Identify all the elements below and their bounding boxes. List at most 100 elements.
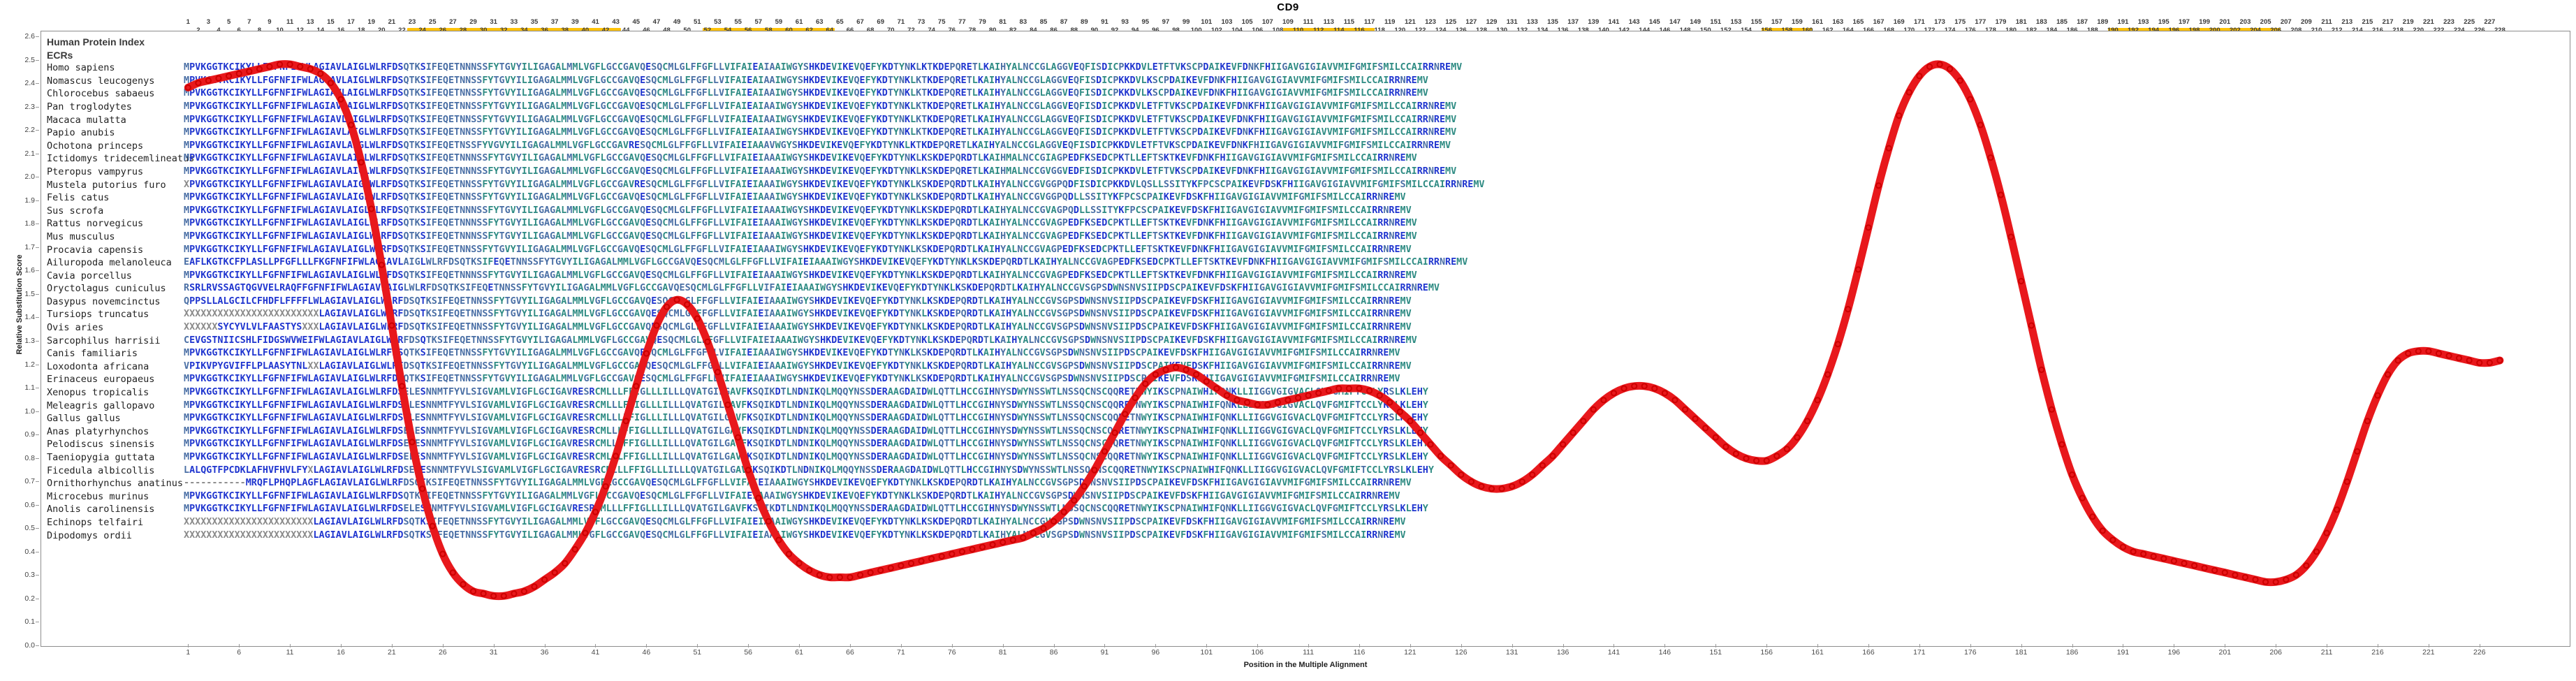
- ruler-position-137: 137: [1567, 18, 1579, 26]
- x-tick-label: 36: [540, 648, 549, 657]
- ruler-position-11: 11: [286, 18, 294, 26]
- ruler-position-67: 67: [856, 18, 864, 26]
- y-tick-mark: [36, 200, 39, 201]
- sequence-row: LALQGTFPCDKLAFHVFHVLFYXLAGIAVLAIGLWLRFDS…: [184, 464, 1434, 476]
- x-tick-mark: [1461, 644, 1462, 647]
- y-tick-label: 2.3: [24, 102, 35, 111]
- y-tick-label: 1.9: [24, 196, 35, 205]
- y-tick-label: 0.4: [24, 547, 35, 556]
- x-tick-mark: [1410, 644, 1411, 647]
- ruler-position-81: 81: [999, 18, 1007, 26]
- sequence-row: MPVKGGTKCIKYLLFGFNFIFWLAGIAVLAIGLWLRFDSQ…: [184, 166, 1457, 177]
- ruler-position-41: 41: [592, 18, 599, 26]
- sequence-row: MPVKGGTKCIKYLLFGFNFIFWLAGIAVLAIGLWLRFDSQ…: [184, 153, 1417, 164]
- x-tick-mark: [799, 644, 800, 647]
- x-tick-label: 141: [1607, 648, 1620, 657]
- sequence-row: MPVKGGTKCIKYLLFGFNFIFWLAGIAVLAIGLWLRFDSQ…: [184, 270, 1417, 281]
- ruler-position-91: 91: [1101, 18, 1108, 26]
- ruler-position-47: 47: [652, 18, 661, 26]
- species-label: Cavia porcellus: [47, 270, 132, 281]
- x-tick-mark: [748, 644, 749, 647]
- ruler-position-199: 199: [2199, 18, 2211, 26]
- ruler-position-31: 31: [490, 18, 497, 26]
- ruler-position-57: 57: [754, 18, 763, 26]
- species-label: Tursiops truncatus: [47, 309, 149, 321]
- sequence-row: MPVKGGTKCIKYLLFGFNFIFWLAGIAVLAIGLWLRFDSQ…: [184, 101, 1457, 112]
- x-tick-label: 161: [1811, 648, 1824, 657]
- x-tick-label: 106: [1251, 648, 1264, 657]
- ruler-position-123: 123: [1425, 18, 1436, 26]
- x-tick-mark: [1053, 644, 1055, 647]
- ruler-position-147: 147: [1669, 18, 1681, 26]
- x-tick-mark: [1766, 644, 1768, 647]
- species-label: Ailuropoda melanoleuca: [47, 257, 172, 269]
- ruler-position-191: 191: [2117, 18, 2129, 26]
- x-axis: Position in the Multiple Alignment 1 6 11 1…: [41, 644, 2570, 676]
- x-tick-label: 46: [642, 648, 651, 657]
- ruler-position-119: 119: [1384, 18, 1396, 26]
- ruler-position-75: 75: [937, 18, 946, 26]
- x-tick-label: 16: [337, 648, 345, 657]
- x-tick-label: 126: [1455, 648, 1468, 657]
- species-label: Nomascus leucogenys: [47, 75, 155, 87]
- x-tick-mark: [1817, 644, 1819, 647]
- sequence-row: MPVKGGTKCIKYLLFGFNFIFWLAGIAVLAIGLWLRFDSQ…: [184, 192, 1406, 203]
- ruler-position-69: 69: [877, 18, 885, 26]
- ruler-position-37: 37: [550, 18, 559, 26]
- ruler-position-157: 157: [1771, 18, 1783, 26]
- x-tick-mark: [1257, 644, 1259, 647]
- sequence-row: XXXXXXXXXXXXXXXXXXXXXXXLAGIAVLAIGLWLRFDS…: [184, 529, 1406, 541]
- y-tick-mark: [36, 457, 39, 459]
- sequence-row: MPVKGGTKCIKYLLFGFNFIFWLAGIAVLAIGLWLRFDSE…: [184, 439, 1428, 450]
- y-tick-label: 0.6: [24, 500, 35, 509]
- sequence-row: MPVKGGTKCIKYLLFGFNFIFWLAGIAVLAIGLWLRFDSE…: [184, 504, 1428, 515]
- y-tick-mark: [36, 434, 39, 436]
- sequence-row: MPVKGGTKCIKYLLFGFNFIFWLAGIAVLAIGLWLRFDSQ…: [184, 230, 1417, 242]
- ruler-position-79: 79: [979, 18, 986, 26]
- x-tick-label: 151: [1709, 648, 1722, 657]
- species-label: Pteropus vampyrus: [47, 166, 144, 177]
- ruler-position-99: 99: [1182, 18, 1190, 26]
- sequence-row: MPVKGGTKCIKYLLFGFNFIFWLAGIAVLAIGLWLRFDSQ…: [184, 75, 1428, 86]
- x-tick-label: 166: [1862, 648, 1875, 657]
- x-tick-mark: [595, 644, 597, 647]
- species-label: Anolis carolinensis: [47, 504, 155, 515]
- x-tick-label: 11: [286, 648, 294, 657]
- x-tick-label: 216: [2371, 648, 2384, 657]
- x-tick-mark: [1919, 644, 1920, 647]
- x-tick-mark: [1868, 644, 1869, 647]
- y-tick-mark: [36, 645, 39, 646]
- species-label: Pelodiscus sinensis: [47, 439, 155, 451]
- x-tick-mark: [2021, 644, 2022, 647]
- y-tick-label: 1.2: [24, 360, 35, 369]
- y-tick-mark: [36, 36, 39, 37]
- y-tick-mark: [36, 481, 39, 483]
- sequence-row: MPVKGGTKCIKYLLFGFNFIFWLAGIAVLAIGLWLRFDSQ…: [184, 205, 1412, 216]
- x-tick-label: 26: [438, 648, 447, 657]
- species-label: Canis familiaris: [47, 348, 138, 360]
- ruler-position-53: 53: [714, 18, 722, 26]
- x-tick-mark: [493, 644, 495, 647]
- y-tick-label: 1.1: [24, 383, 35, 393]
- page-title: CD9: [1277, 1, 1299, 13]
- x-tick-label: 1: [186, 648, 191, 657]
- ruler-position-125: 125: [1445, 18, 1457, 26]
- species-label: Xenopus tropicalis: [47, 387, 149, 399]
- species-label: Rattus norvegicus: [47, 218, 144, 230]
- species-label: Homo sapiens: [47, 62, 115, 74]
- x-tick-label: 206: [2269, 648, 2282, 657]
- ruler-position-131: 131: [1506, 18, 1518, 26]
- ruler-position-213: 213: [2341, 18, 2353, 26]
- x-tick-label: 211: [2320, 648, 2333, 657]
- ruler-position-135: 135: [1547, 18, 1558, 26]
- ruler-position-203: 203: [2239, 18, 2251, 26]
- ruler-position-155: 155: [1750, 18, 1762, 26]
- y-tick-mark: [36, 341, 39, 342]
- ruler-position-153: 153: [1730, 18, 1742, 26]
- x-tick-label: 71: [897, 648, 905, 657]
- species-label: Papio anubis: [47, 127, 115, 139]
- x-tick-label: 61: [795, 648, 803, 657]
- ruler-position-95: 95: [1141, 18, 1150, 26]
- ruler-position-7: 7: [247, 18, 251, 26]
- ruler-position-113: 113: [1323, 18, 1334, 26]
